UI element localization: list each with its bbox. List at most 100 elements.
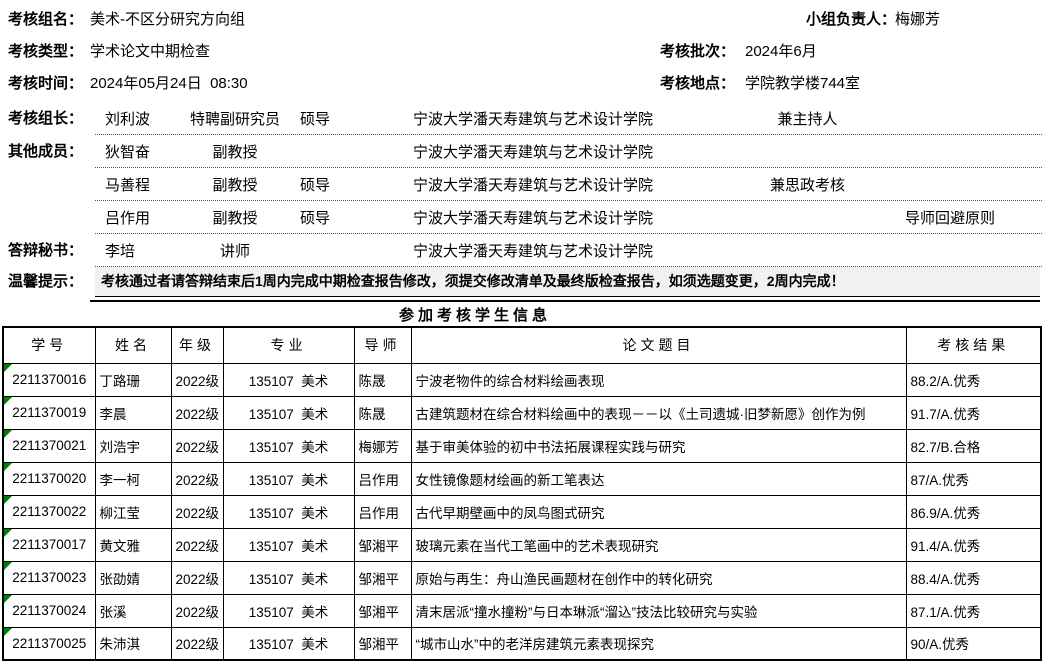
students-header-cell: 年级	[170, 326, 224, 364]
committee-row: 其他成员： 狄智奋 副教授 宁波大学潘天寿建筑与艺术设计学院	[0, 135, 1042, 168]
students-header-cell: 专业	[222, 326, 355, 364]
students-header-cell: 论文题目	[410, 326, 907, 364]
student-id: 2211370016	[12, 372, 87, 387]
cell-corner-marker-icon	[4, 529, 12, 537]
notice-box: 考核通过者请答辩结束后1周内完成中期检查报告修改，须提交修改清单及最终版检查报告…	[95, 267, 1040, 297]
student-grade-cell: 2022级	[170, 527, 224, 562]
committee-member-school: 宁波大学潘天寿建筑与艺术设计学院	[413, 242, 654, 260]
committee-member-title: 副教授	[212, 176, 258, 194]
committee-member-note: 导师回避原则	[905, 209, 996, 227]
students-table: 学号 姓名 年级 专业 导师 论文题目 考核结果 2211370016	[2, 326, 1042, 661]
committee-member-masters: 硕导	[300, 110, 331, 128]
committee-member-title: 特聘副研究员	[189, 110, 280, 128]
student-name-cell: 黄文雅	[94, 527, 172, 562]
student-major-cell: 135107 美术	[222, 560, 355, 595]
student-name-cell: 柳江莹	[94, 494, 172, 529]
student-id-cell: 2211370022	[2, 494, 96, 529]
student-major-cell: 135107 美术	[222, 428, 355, 463]
committee-section: 考核组长： 刘利波 特聘副研究员 硕导 宁波大学潘天寿建筑与艺术设计学院 兼主持…	[0, 102, 1042, 267]
student-id-cell: 2211370020	[2, 461, 96, 496]
student-result-cell: 87.1/A.优秀	[905, 593, 1042, 628]
student-name-cell: 张劭婧	[94, 560, 172, 595]
student-thesis-cell: 玻璃元素在当代工笔画中的艺术表现研究	[410, 527, 907, 562]
cell-corner-marker-icon	[4, 397, 12, 405]
committee-member-masters: 硕导	[300, 209, 331, 227]
student-result-cell: 86.9/A.优秀	[905, 494, 1042, 529]
notice-label: 温馨提示：	[8, 273, 84, 290]
student-thesis-cell: 清末居派“撞水撞粉”与日本琳派“溜込”技法比较研究与实验	[410, 593, 907, 628]
student-supervisor-cell: 陈晟	[353, 362, 412, 397]
group-name-label: 考核组名：	[8, 11, 84, 28]
committee-row: 吕作用 副教授 硕导 宁波大学潘天寿建筑与艺术设计学院 导师回避原则	[0, 201, 1042, 234]
student-grade-cell: 2022级	[170, 461, 224, 496]
notice-text: 考核通过者请答辩结束后1周内完成中期检查报告修改，须提交修改清单及最终版检查报告…	[101, 273, 845, 289]
committee-member-masters: 硕导	[300, 176, 331, 194]
group-name-value: 美术-不区分研究方向组	[90, 11, 245, 28]
student-row: 2211370020 李一柯 2022级 135107 美术 吕作用 女性镜像题…	[2, 461, 1042, 496]
committee-row-label	[0, 201, 95, 234]
cell-corner-marker-icon	[4, 628, 12, 636]
student-id: 2211370019	[12, 405, 87, 420]
student-id: 2211370024	[12, 603, 87, 618]
student-thesis-cell: 女性镜像题材绘画的新工笔表达	[410, 461, 907, 496]
student-thesis-cell: 基于审美体验的初中书法拓展课程实践与研究	[410, 428, 907, 463]
committee-row-body: 李培 讲师 宁波大学潘天寿建筑与艺术设计学院	[95, 234, 1042, 267]
students-header-cell: 导师	[353, 326, 412, 364]
committee-member-name: 吕作用	[105, 209, 151, 227]
student-id-cell: 2211370023	[2, 560, 96, 595]
student-id: 2211370021	[12, 438, 87, 453]
student-row: 2211370019 李晨 2022级 135107 美术 陈晟 古建筑题材在综…	[2, 395, 1042, 430]
students-header-row: 学号 姓名 年级 专业 导师 论文题目 考核结果	[2, 326, 1042, 364]
student-name-cell: 李一柯	[94, 461, 172, 496]
student-grade-cell: 2022级	[170, 362, 224, 397]
students-table-title: 参加考核学生信息	[398, 307, 551, 324]
student-major-cell: 135107 美术	[222, 527, 355, 562]
student-supervisor-cell: 邹湘平	[353, 593, 412, 628]
committee-row-body: 狄智奋 副教授 宁波大学潘天寿建筑与艺术设计学院	[95, 135, 1042, 168]
students-header-cell: 考核结果	[905, 326, 1042, 364]
student-name-cell: 刘浩宇	[94, 428, 172, 463]
committee-row-body: 马善程 副教授 硕导 宁波大学潘天寿建筑与艺术设计学院 兼思政考核	[95, 168, 1042, 201]
student-supervisor-cell: 邹湘平	[353, 527, 412, 562]
cell-corner-marker-icon	[4, 430, 12, 438]
student-name-cell: 李晨	[94, 395, 172, 430]
committee-member-title: 讲师	[219, 242, 250, 260]
students-header-cell: 学号	[2, 326, 96, 364]
student-grade-cell: 2022级	[170, 560, 224, 595]
student-supervisor-cell: 吕作用	[353, 461, 412, 496]
student-grade-cell: 2022级	[170, 494, 224, 529]
student-name-cell: 丁路珊	[94, 362, 172, 397]
student-supervisor-cell: 邹湘平	[353, 560, 412, 595]
student-grade-cell: 2022级	[170, 626, 224, 661]
student-row: 2211370023 张劭婧 2022级 135107 美术 邹湘平 原始与再生…	[2, 560, 1042, 595]
cell-corner-marker-icon	[4, 562, 12, 570]
student-grade-cell: 2022级	[170, 428, 224, 463]
student-id: 2211370022	[12, 504, 87, 519]
committee-member-title: 副教授	[212, 143, 258, 161]
student-result-cell: 91.7/A.优秀	[905, 395, 1042, 430]
student-grade-cell: 2022级	[170, 395, 224, 430]
student-major-cell: 135107 美术	[222, 461, 355, 496]
student-major-cell: 135107 美术	[222, 362, 355, 397]
student-row: 2211370017 黄文雅 2022级 135107 美术 邹湘平 玻璃元素在…	[2, 527, 1042, 562]
assess-time-label: 考核时间：	[8, 75, 84, 92]
student-row: 2211370025 朱沛淇 2022级 135107 美术 邹湘平 “城市山水…	[2, 626, 1042, 661]
section-divider	[90, 300, 1040, 302]
cell-corner-marker-icon	[4, 595, 12, 603]
cell-corner-marker-icon	[4, 364, 12, 372]
committee-member-school: 宁波大学潘天寿建筑与艺术设计学院	[413, 143, 654, 161]
assess-place-label: 考核地点：	[660, 75, 736, 92]
student-id-cell: 2211370021	[2, 428, 96, 463]
student-result-cell: 88.4/A.优秀	[905, 560, 1042, 595]
student-id: 2211370025	[12, 635, 87, 651]
student-id-cell: 2211370025	[2, 626, 96, 661]
student-supervisor-cell: 吕作用	[353, 494, 412, 529]
student-supervisor-cell: 陈晟	[353, 395, 412, 430]
student-id: 2211370017	[12, 537, 87, 552]
committee-row-label: 考核组长：	[8, 110, 84, 127]
student-major-cell: 135107 美术	[222, 494, 355, 529]
committee-member-school: 宁波大学潘天寿建筑与艺术设计学院	[413, 110, 654, 128]
student-thesis-cell: 宁波老物件的综合材料绘画表现	[410, 362, 907, 397]
group-leader-label: 小组负责人：	[806, 11, 897, 28]
students-header-cell: 姓名	[94, 326, 172, 364]
